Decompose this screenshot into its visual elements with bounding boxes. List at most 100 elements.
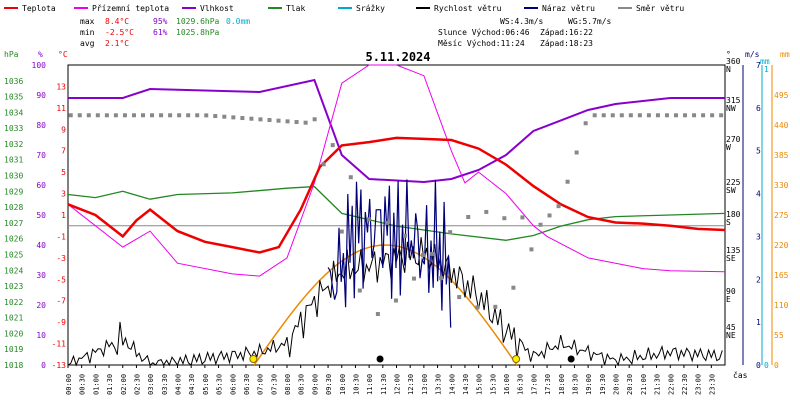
wind-direction-dot <box>583 121 588 126</box>
wind-direction-dot <box>502 216 507 221</box>
x-tick-label: 23:00 <box>695 374 703 395</box>
wind-direction-dot <box>664 113 669 118</box>
temperature-tick-label: -7 <box>56 297 66 306</box>
direction-tick-label: 90 <box>726 287 736 296</box>
rain-tick-label: 1 <box>764 65 769 74</box>
x-tick-label: 22:30 <box>681 374 689 395</box>
stat-max-rain: 0.0mm <box>226 17 250 26</box>
temperature-tick-label: -1 <box>56 232 66 241</box>
moonset-icon <box>567 355 575 363</box>
wind-direction-dot <box>321 162 326 167</box>
wind-direction-dot <box>177 113 182 118</box>
radiation-tick-label: 440 <box>774 121 789 130</box>
wind-direction-dot <box>538 222 543 227</box>
stat-moon: Měsíc Východ:11:24 <box>438 39 525 48</box>
wind-direction-dot <box>249 116 254 121</box>
wind-direction-dot <box>195 113 200 118</box>
plot-frame <box>67 64 726 366</box>
temperature-tick-label: 9 <box>61 125 66 134</box>
x-tick-label: 01:30 <box>106 374 114 395</box>
wind-direction-dot <box>701 113 706 118</box>
radiation-tick-label: 275 <box>774 211 789 220</box>
direction-tick-label: E <box>726 295 731 304</box>
legend-entry: Náraz větru <box>542 4 595 13</box>
x-tick-label: 21:30 <box>654 374 662 395</box>
wind-direction-dot <box>186 113 191 118</box>
wind-direction-dot <box>484 209 489 214</box>
x-tick-label: 06:00 <box>229 374 237 395</box>
pressure-tick-label: 1034 <box>4 108 23 117</box>
wind-direction-dot <box>610 113 615 118</box>
stat-max-temp: 8.4°C <box>105 17 129 26</box>
wind-direction-dot <box>122 113 127 118</box>
wind-direction-dot <box>222 114 227 119</box>
rain-tick-label: 0 <box>764 361 769 370</box>
sunset-icon <box>512 355 521 363</box>
wind-direction-dot <box>475 305 480 310</box>
wind-direction-dot <box>384 220 389 225</box>
x-tick-label: 15:30 <box>489 374 497 395</box>
radiation-tick-label: 495 <box>774 91 789 100</box>
wind-direction-dot <box>294 120 299 125</box>
wind-direction-dot <box>683 113 688 118</box>
ground-temp-line <box>67 64 726 277</box>
legend: Teplota Přízemní teplota Vlhkost Tlak Srážky… <box>4 4 684 13</box>
stats-block: max 8.4°C 95% 1029.6hPa 0.0mm min -2.5°C… <box>80 17 612 48</box>
x-tick-label: 02:00 <box>120 374 128 395</box>
humidity-tick-label: 100 <box>32 61 47 70</box>
x-tick-label: 22:00 <box>667 374 675 395</box>
pressure-tick-label: 1024 <box>4 266 23 275</box>
humidity-axis-label: % <box>38 50 43 59</box>
temperature-tick-label: -5 <box>56 275 66 284</box>
wind-direction-dot <box>457 295 462 300</box>
x-tick-label: 08:30 <box>298 374 306 395</box>
wind-direction-dot <box>86 113 91 118</box>
wind-gust-line <box>327 179 452 328</box>
wind-tick-label: 4 <box>756 190 761 199</box>
x-tick-label: 20:00 <box>613 374 621 395</box>
direction-tick-label: NW <box>726 104 736 113</box>
radiation-tick-label: 220 <box>774 241 789 250</box>
x-tick-label: 10:00 <box>339 374 347 395</box>
pressure-tick-label: 1023 <box>4 282 23 291</box>
pressure-tick-label: 1021 <box>4 314 23 323</box>
humidity-tick-label: 80 <box>36 121 46 130</box>
direction-tick-label: NE <box>726 331 736 340</box>
pressure-tick-label: 1031 <box>4 156 23 165</box>
radiation-tick-label: 330 <box>774 181 789 190</box>
direction-tick-label: N <box>726 65 731 74</box>
wind-direction-dot <box>628 113 633 118</box>
wind-direction-dot <box>565 179 570 184</box>
wind-direction-dot <box>231 115 236 120</box>
x-tick-label: 07:00 <box>257 374 265 395</box>
x-tick-label: 11:30 <box>380 374 388 395</box>
wind-axis-label: m/s <box>745 50 760 59</box>
plot-area <box>67 64 726 367</box>
radiation-tick-label: 55 <box>774 331 784 340</box>
wind-direction-dot <box>366 217 371 222</box>
x-tick-label: 03:00 <box>147 374 155 395</box>
x-tick-label: 13:30 <box>435 374 443 395</box>
wind-direction-dot <box>601 113 606 118</box>
x-tick-label: 00:00 <box>65 374 73 395</box>
wind-tick-label: 0 <box>756 361 761 370</box>
wind-direction-dot <box>574 150 579 155</box>
pressure-tick-label: 1032 <box>4 140 23 149</box>
wind-direction-dot <box>592 113 597 118</box>
wind-tick-label: 3 <box>756 232 761 241</box>
pressure-tick-label: 1033 <box>4 124 23 133</box>
wind-direction-dot <box>276 118 281 123</box>
stat-sun-set: Západ:16:22 <box>540 28 593 37</box>
wind-direction-dot <box>646 113 651 118</box>
pressure-axis-label: hPa <box>4 50 19 59</box>
wind-direction-dot <box>150 113 155 118</box>
direction-tick-label: 360 <box>726 57 741 66</box>
pressure-tick-label: 1027 <box>4 219 23 228</box>
wind-tick-label: 7 <box>756 61 761 70</box>
wind-direction-dot <box>619 113 624 118</box>
humidity-tick-label: 70 <box>36 151 46 160</box>
stat-avg-temp: 2.1°C <box>105 39 129 48</box>
wind-direction-dot <box>430 251 435 256</box>
stat-wg: WG:5.7m/s <box>568 17 612 26</box>
